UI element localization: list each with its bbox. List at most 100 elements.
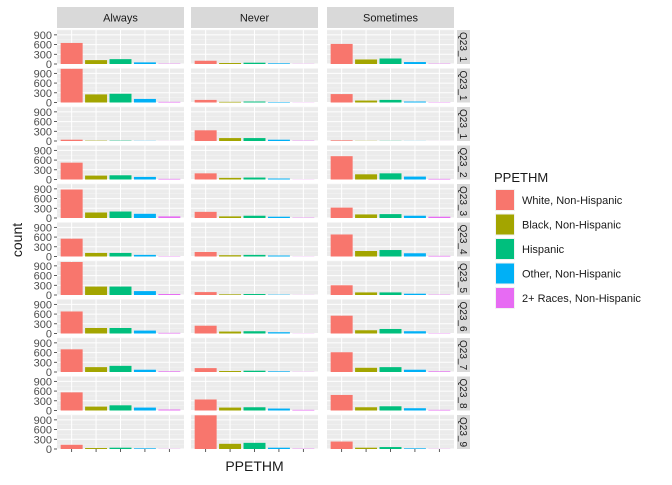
bar [61, 140, 83, 141]
bar [219, 216, 241, 218]
bar [195, 130, 217, 141]
row-strip-label: Q23_2 [457, 148, 468, 178]
bar [268, 371, 290, 372]
bar [85, 60, 107, 64]
bar [219, 408, 241, 411]
bar [219, 138, 241, 141]
bar [380, 100, 402, 103]
bar [380, 214, 402, 218]
legend-key [496, 190, 514, 210]
bar [331, 234, 353, 256]
row-strip-label: Q23_7 [457, 340, 468, 370]
bar [244, 331, 266, 333]
bar [331, 352, 353, 372]
bar [331, 442, 353, 449]
legend-label: Black, Non-Hispanic [522, 220, 622, 232]
bar [219, 332, 241, 334]
bar [355, 59, 377, 64]
bar [380, 329, 402, 334]
bar [331, 285, 353, 295]
bar [428, 410, 450, 411]
bar [404, 370, 426, 372]
column-strip-label: Sometimes [363, 13, 419, 25]
bar [355, 251, 377, 257]
legend-label: 2+ Races, Non-Hispanic [522, 293, 641, 305]
bar [158, 333, 180, 334]
bar [268, 332, 290, 333]
bar [292, 410, 314, 411]
bar [244, 102, 266, 103]
bar [134, 408, 156, 411]
bar [195, 292, 217, 295]
row-strip-label: Q23_1 [457, 109, 468, 139]
bar [355, 174, 377, 179]
bar [61, 43, 83, 64]
y-tick-label: 900 [34, 376, 52, 388]
legend-key [496, 264, 514, 284]
bar [195, 326, 217, 334]
bar [380, 447, 402, 449]
bar [110, 448, 132, 449]
bar [195, 100, 217, 103]
bar [85, 253, 107, 257]
bar [61, 349, 83, 372]
bar [134, 448, 156, 449]
bar [244, 294, 266, 295]
bar [134, 331, 156, 334]
bar [134, 99, 156, 103]
bar [134, 255, 156, 257]
bar [219, 63, 241, 64]
bar [85, 407, 107, 411]
bar [85, 176, 107, 180]
bar [110, 94, 132, 103]
bar [158, 410, 180, 411]
y-tick-label: 900 [34, 145, 52, 157]
row-strip-label: Q23_3 [457, 186, 468, 216]
legend-title: PPETHM [494, 170, 548, 185]
y-tick-label: 900 [34, 338, 52, 350]
bar [134, 177, 156, 180]
bar [404, 448, 426, 449]
bar [380, 367, 402, 372]
bar [85, 448, 107, 449]
bar [158, 294, 180, 295]
bar [404, 62, 426, 64]
bar [428, 371, 450, 372]
bar [244, 138, 266, 141]
bar [380, 250, 402, 256]
bar [404, 177, 426, 180]
bar [61, 262, 83, 295]
bar [244, 216, 266, 218]
bar [110, 405, 132, 410]
row-strip-label: Q23_8 [457, 379, 468, 409]
bar [110, 59, 132, 64]
bar [404, 408, 426, 410]
bar [268, 256, 290, 257]
bar [331, 94, 353, 102]
y-tick-label: 900 [34, 261, 52, 273]
bar [331, 44, 353, 64]
y-axis-title: count [9, 223, 25, 257]
row-strip-label: Q23_9 [457, 417, 468, 447]
bar [355, 330, 377, 333]
bar [61, 163, 83, 180]
bar [110, 328, 132, 334]
bar [158, 179, 180, 180]
bar [85, 367, 107, 372]
bar [404, 294, 426, 295]
bar [219, 102, 241, 103]
bar [158, 102, 180, 103]
bar [428, 179, 450, 180]
legend-label: Hispanic [522, 244, 565, 256]
bar [134, 370, 156, 372]
bar [195, 212, 217, 218]
bar [61, 239, 83, 257]
bar [158, 216, 180, 218]
bar [61, 190, 83, 218]
bar [110, 212, 132, 218]
column-strip-label: Always [103, 13, 138, 25]
bar [404, 102, 426, 103]
bar [195, 368, 217, 372]
